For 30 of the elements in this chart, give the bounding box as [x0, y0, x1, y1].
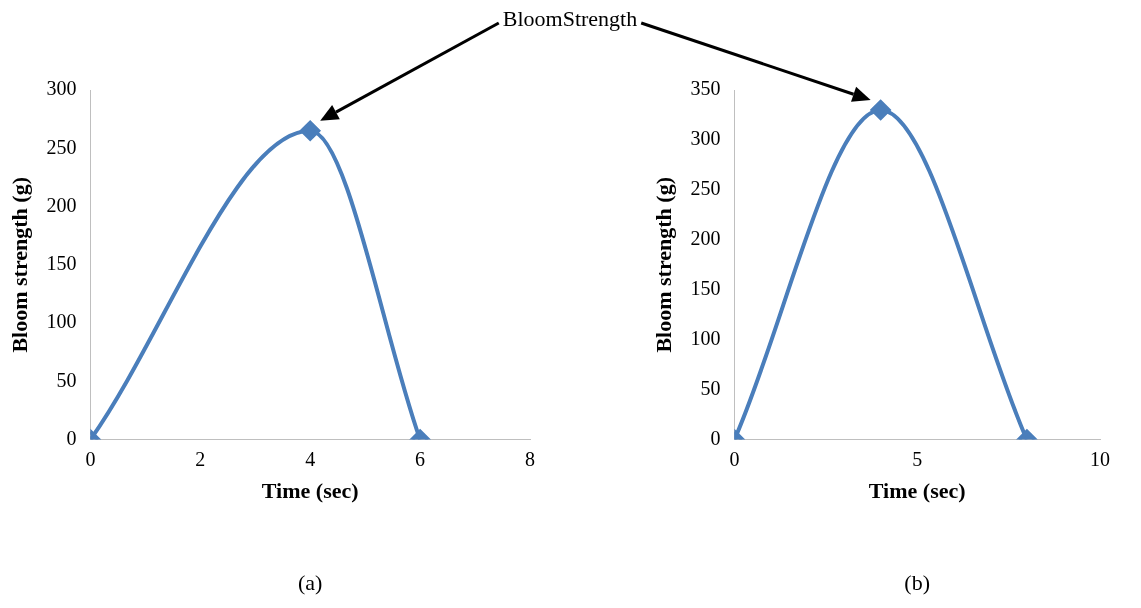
x-axis-title: Time (sec): [868, 478, 966, 504]
y-axis-title: Bloom strength (g): [650, 177, 676, 353]
y-tick-label: 200: [46, 193, 77, 216]
x-tick-label: 0: [85, 447, 96, 470]
y-tick-label: 0: [710, 426, 721, 449]
x-tick-label: 10: [1090, 447, 1110, 470]
y-tick-label: 50: [56, 368, 77, 391]
y-tick-label: 300: [46, 77, 77, 100]
y-tick-label: 250: [46, 135, 77, 158]
y-tick-label: 350: [690, 77, 721, 100]
text: (a): [297, 570, 323, 596]
x-axis-title: Time (sec): [261, 478, 359, 504]
y-tick-label: 50: [700, 376, 721, 399]
y-tick-label: 150: [690, 277, 721, 300]
y-tick-label: 150: [46, 252, 77, 275]
y-tick-label: 200: [690, 227, 721, 250]
x-tick-label: 0: [729, 447, 740, 470]
x-tick-label: 4: [305, 447, 316, 470]
y-tick-label: 300: [690, 127, 721, 150]
y-axis-title: Bloom strength (g): [6, 177, 32, 353]
x-tick-label: 8: [525, 447, 535, 470]
x-tick-label: 5: [912, 447, 923, 470]
x-tick-label: 2: [195, 447, 206, 470]
y-tick-label: 0: [66, 426, 77, 449]
y-tick-label: 250: [690, 177, 721, 200]
y-tick-label: 100: [46, 310, 77, 333]
y-tick-label: 100: [690, 326, 721, 349]
x-tick-label: 6: [415, 447, 426, 470]
text: (b): [904, 570, 931, 596]
text: BloomStrength: [502, 6, 638, 32]
